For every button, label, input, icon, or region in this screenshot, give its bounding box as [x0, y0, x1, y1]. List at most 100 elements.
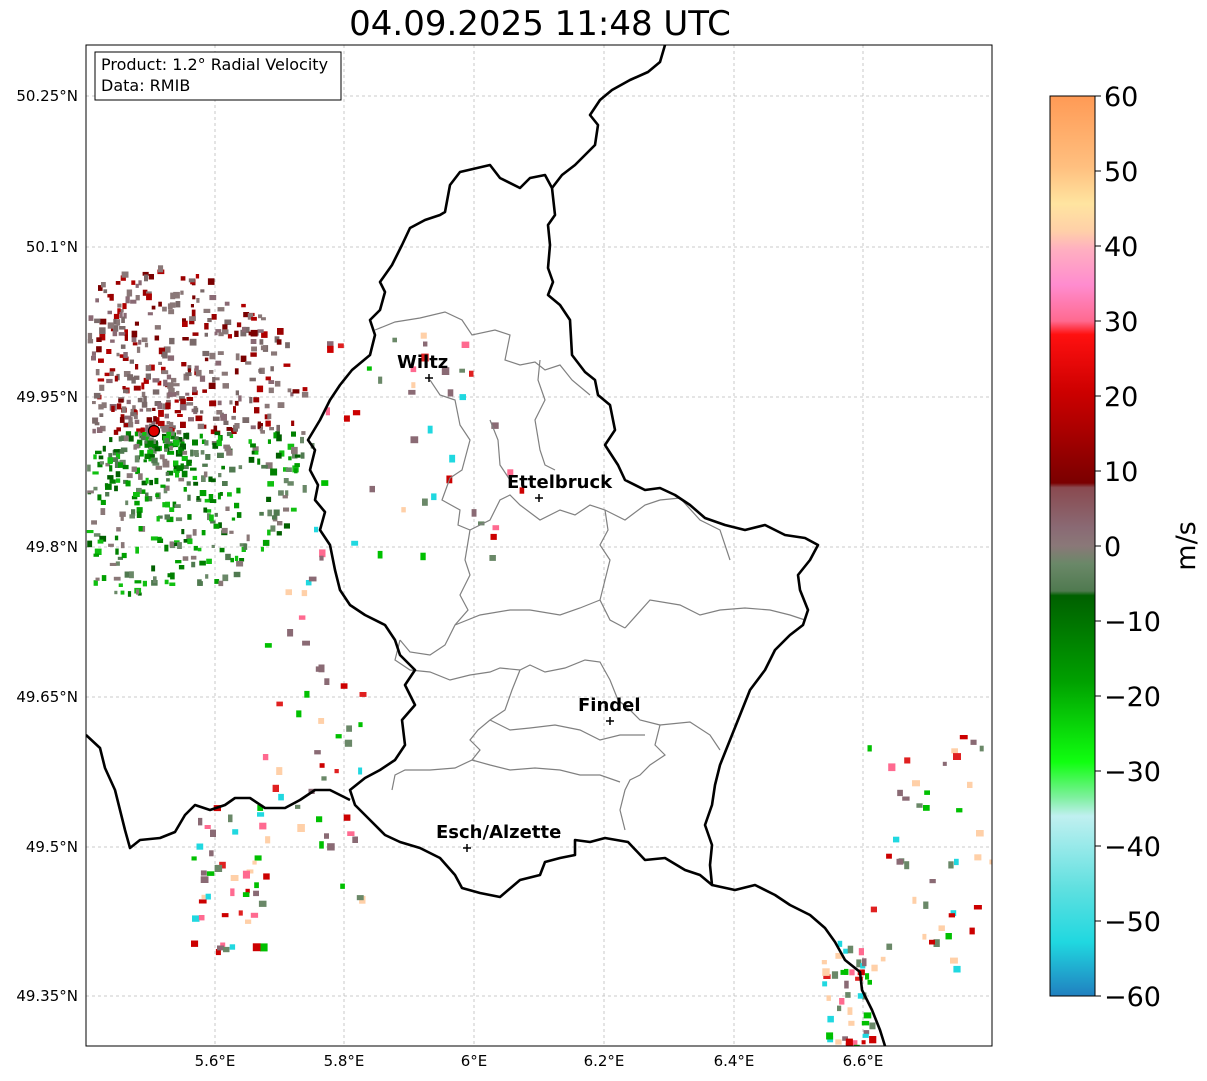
echo-pixel [165, 501, 170, 508]
echo-pixel [116, 319, 121, 326]
echo-pixel [260, 943, 268, 952]
echo-pixel [110, 339, 115, 343]
echo-pixel [204, 323, 209, 330]
echo-pixel [195, 369, 202, 377]
echo-pixel [166, 431, 172, 437]
echo-pixel [214, 331, 218, 336]
echo-pixel [134, 443, 140, 449]
echo-pixel [951, 748, 958, 754]
echo-pixel [189, 319, 195, 325]
echo-pixel [116, 352, 120, 357]
echo-pixel [201, 894, 206, 899]
echo-pixel [191, 309, 196, 317]
echo-pixel [96, 427, 103, 433]
echo-pixel [250, 339, 257, 344]
echo-pixel [99, 333, 106, 341]
echo-pixel [169, 392, 177, 397]
echo-pixel [192, 529, 197, 536]
echo-pixel [147, 440, 154, 448]
echo-pixel [301, 590, 308, 597]
echo-pixel [169, 541, 174, 547]
echo-pixel [120, 447, 128, 453]
echo-pixel [954, 858, 959, 866]
city-label-wiltz: Wiltz [397, 352, 448, 373]
echo-pixel [98, 455, 104, 460]
echo-pixel [141, 391, 146, 398]
echo-pixel [225, 506, 230, 511]
echo-pixel [136, 428, 142, 433]
echo-pixel [251, 316, 257, 321]
echo-pixel [220, 413, 227, 421]
echo-pixel [145, 436, 149, 442]
echo-pixel [142, 580, 147, 587]
echo-pixel [101, 282, 106, 288]
echo-pixel [231, 517, 236, 521]
echo-pixel [239, 543, 247, 547]
echo-pixel [344, 415, 350, 422]
echo-pixel [178, 477, 185, 482]
echo-pixel [304, 690, 310, 698]
echo-pixel [126, 399, 131, 405]
echo-pixel [223, 420, 229, 425]
echo-pixel [173, 291, 180, 299]
echo-pixel [199, 375, 206, 382]
echo-pixel [242, 892, 250, 897]
echo-pixel [135, 546, 139, 554]
echo-pixel [242, 870, 250, 879]
echo-pixel [162, 460, 170, 468]
echo-pixel [176, 465, 183, 472]
echo-pixel [227, 334, 232, 339]
echo-pixel [325, 407, 330, 416]
echo-pixel [99, 413, 104, 417]
echo-pixel [175, 470, 180, 478]
echo-pixel [158, 410, 164, 417]
echo-pixel [291, 451, 298, 459]
echo-pixel [117, 556, 123, 560]
echo-pixel [856, 959, 862, 968]
echo-pixel [250, 912, 259, 918]
echo-pixel [201, 475, 206, 482]
echo-pixel [157, 380, 162, 386]
echo-pixel [203, 507, 208, 513]
echo-pixel [302, 640, 310, 646]
echo-pixel [989, 859, 992, 865]
echo-pixel [143, 395, 147, 403]
echo-pixel [141, 382, 145, 390]
echo-pixel [283, 478, 289, 484]
echo-pixel [427, 425, 433, 434]
echo-pixel [152, 462, 160, 466]
echo-pixel [209, 352, 216, 360]
echo-pixel [105, 483, 112, 490]
echo-pixel [221, 527, 228, 534]
echo-pixel [123, 371, 131, 377]
echo-pixel [135, 467, 140, 475]
echo-pixel [181, 529, 185, 535]
echo-pixel [198, 899, 207, 904]
echo-pixel [230, 888, 235, 897]
echo-pixel [519, 487, 525, 494]
echo-pixel [283, 523, 290, 529]
echo-pixel [118, 398, 124, 403]
echo-pixel [857, 993, 863, 999]
echo-pixel [217, 452, 224, 458]
echo-pixel [145, 424, 149, 432]
echo-pixel [250, 352, 257, 357]
echo-pixel [174, 504, 181, 508]
lon-label: 5.6°E [195, 1052, 236, 1070]
echo-pixel [153, 416, 157, 422]
echo-pixel [233, 571, 241, 578]
echo-pixel [248, 456, 255, 463]
echo-pixel [169, 302, 176, 308]
echo-pixel [104, 372, 110, 377]
echo-pixel [91, 520, 97, 525]
echo-pixel [157, 420, 165, 426]
echo-pixel [114, 485, 118, 492]
echo-pixel [263, 873, 270, 880]
echo-pixel [139, 432, 144, 436]
lat-label: 50.1°N [26, 238, 78, 256]
echo-pixel [194, 365, 199, 372]
echo-pixel [114, 590, 118, 595]
echo-pixel [96, 346, 102, 353]
echo-pixel [158, 361, 162, 365]
echo-pixel [214, 512, 218, 517]
